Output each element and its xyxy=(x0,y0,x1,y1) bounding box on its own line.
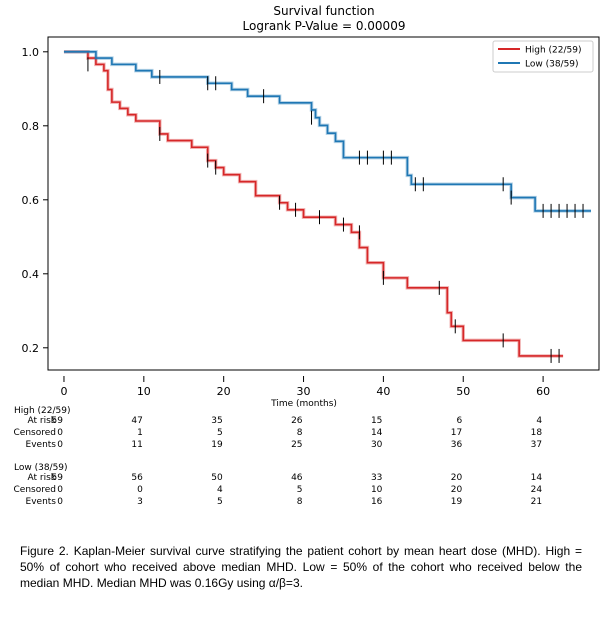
y-tick-label: 1.0 xyxy=(22,46,40,59)
risk-table-cell: 37 xyxy=(531,440,542,450)
x-tick-label: 10 xyxy=(137,385,151,398)
risk-table-cell: 0 xyxy=(57,485,63,495)
risk-table-cell: 35 xyxy=(211,416,222,426)
risk-table-cell: 25 xyxy=(291,440,302,450)
risk-table-row-label: Events xyxy=(26,440,57,450)
risk-table-cell: 20 xyxy=(451,473,463,483)
risk-table-cell: 5 xyxy=(217,428,223,438)
y-tick-label: 0.8 xyxy=(22,120,40,133)
risk-table-cell: 14 xyxy=(531,473,543,483)
x-axis-label: Time (months) xyxy=(270,399,337,409)
risk-table-row-label: Censored xyxy=(14,485,56,495)
risk-table-cell: 0 xyxy=(57,428,63,438)
survival-curve-high xyxy=(63,51,564,357)
legend-label-low: Low (38/59) xyxy=(525,60,579,70)
risk-table-cell: 4 xyxy=(536,416,542,426)
x-tick-label: 40 xyxy=(376,385,390,398)
chart-title: Survival function xyxy=(273,4,374,18)
risk-table-cell: 6 xyxy=(457,416,463,426)
risk-table-cell: 0 xyxy=(57,497,63,507)
risk-table-group-low: Low (38/59) xyxy=(14,463,68,473)
risk-table-cell: 50 xyxy=(211,473,223,483)
risk-table-cell: 20 xyxy=(451,485,463,495)
risk-table-cell: 59 xyxy=(52,416,64,426)
km-chart: Survival function Logrank P-Value = 0.00… xyxy=(14,4,600,507)
risk-table-cell: 8 xyxy=(297,428,303,438)
risk-table-row-label: Events xyxy=(26,497,57,507)
y-axis: 0.2 0.4 0.6 0.8 1.0 xyxy=(22,46,48,355)
survival-curve-band-high xyxy=(63,50,564,358)
risk-table-cell: 5 xyxy=(217,497,223,507)
plot-frame xyxy=(47,36,600,371)
risk-table-row-label: Censored xyxy=(14,428,56,438)
risk-table-cell: 11 xyxy=(131,440,142,450)
x-tick-label: 20 xyxy=(217,385,231,398)
risk-table-cell: 30 xyxy=(371,440,383,450)
risk-table-cell: 47 xyxy=(131,416,142,426)
x-axis: 0 10 20 30 40 50 60 xyxy=(60,376,550,398)
risk-table-cell: 15 xyxy=(371,416,382,426)
risk-table-cell: 16 xyxy=(371,497,383,507)
risk-table-cell: 59 xyxy=(52,473,64,483)
x-tick-label: 60 xyxy=(536,385,550,398)
figure-caption: Figure 2. Kaplan-Meier survival curve st… xyxy=(20,544,582,590)
risk-table-cell: 46 xyxy=(291,473,303,483)
risk-table-cell: 5 xyxy=(297,485,303,495)
risk-table-cell: 8 xyxy=(297,497,303,507)
risk-table-cell: 36 xyxy=(451,440,463,450)
risk-table-cell: 18 xyxy=(531,428,543,438)
risk-table-cell: 3 xyxy=(137,497,143,507)
risk-table-cell: 26 xyxy=(291,416,303,426)
risk-table-cell: 14 xyxy=(371,428,383,438)
risk-table-cell: 17 xyxy=(451,428,462,438)
survival-curve-low xyxy=(63,51,592,212)
risk-table-cell: 19 xyxy=(451,497,463,507)
risk-table-cell: 33 xyxy=(371,473,382,483)
chart-subtitle: Logrank P-Value = 0.00009 xyxy=(243,19,406,33)
risk-table-cell: 0 xyxy=(137,485,143,495)
risk-table-cell: 21 xyxy=(531,497,542,507)
x-tick-label: 30 xyxy=(297,385,311,398)
risk-table-cell: 1 xyxy=(137,428,143,438)
y-tick-label: 0.6 xyxy=(22,194,40,207)
y-tick-label: 0.4 xyxy=(22,268,40,281)
risk-table-cell: 4 xyxy=(217,485,223,495)
risk-table-cell: 10 xyxy=(371,485,383,495)
y-tick-label: 0.2 xyxy=(22,342,40,355)
risk-table-cell: 19 xyxy=(211,440,223,450)
risk-table-cell: 56 xyxy=(131,473,143,483)
legend-label-high: High (22/59) xyxy=(525,46,582,56)
risk-table-cell: 0 xyxy=(57,440,63,450)
risk-table-row-label: At risk xyxy=(28,473,57,483)
risk-table-row-label: At risk xyxy=(28,416,57,426)
x-tick-label: 0 xyxy=(60,385,67,398)
risk-table-cell: 24 xyxy=(531,485,543,495)
legend: High (22/59) Low (38/59) xyxy=(492,40,594,73)
risk-table-group-high: High (22/59) xyxy=(14,406,71,416)
x-tick-label: 50 xyxy=(456,385,470,398)
curves-layer xyxy=(63,50,592,363)
